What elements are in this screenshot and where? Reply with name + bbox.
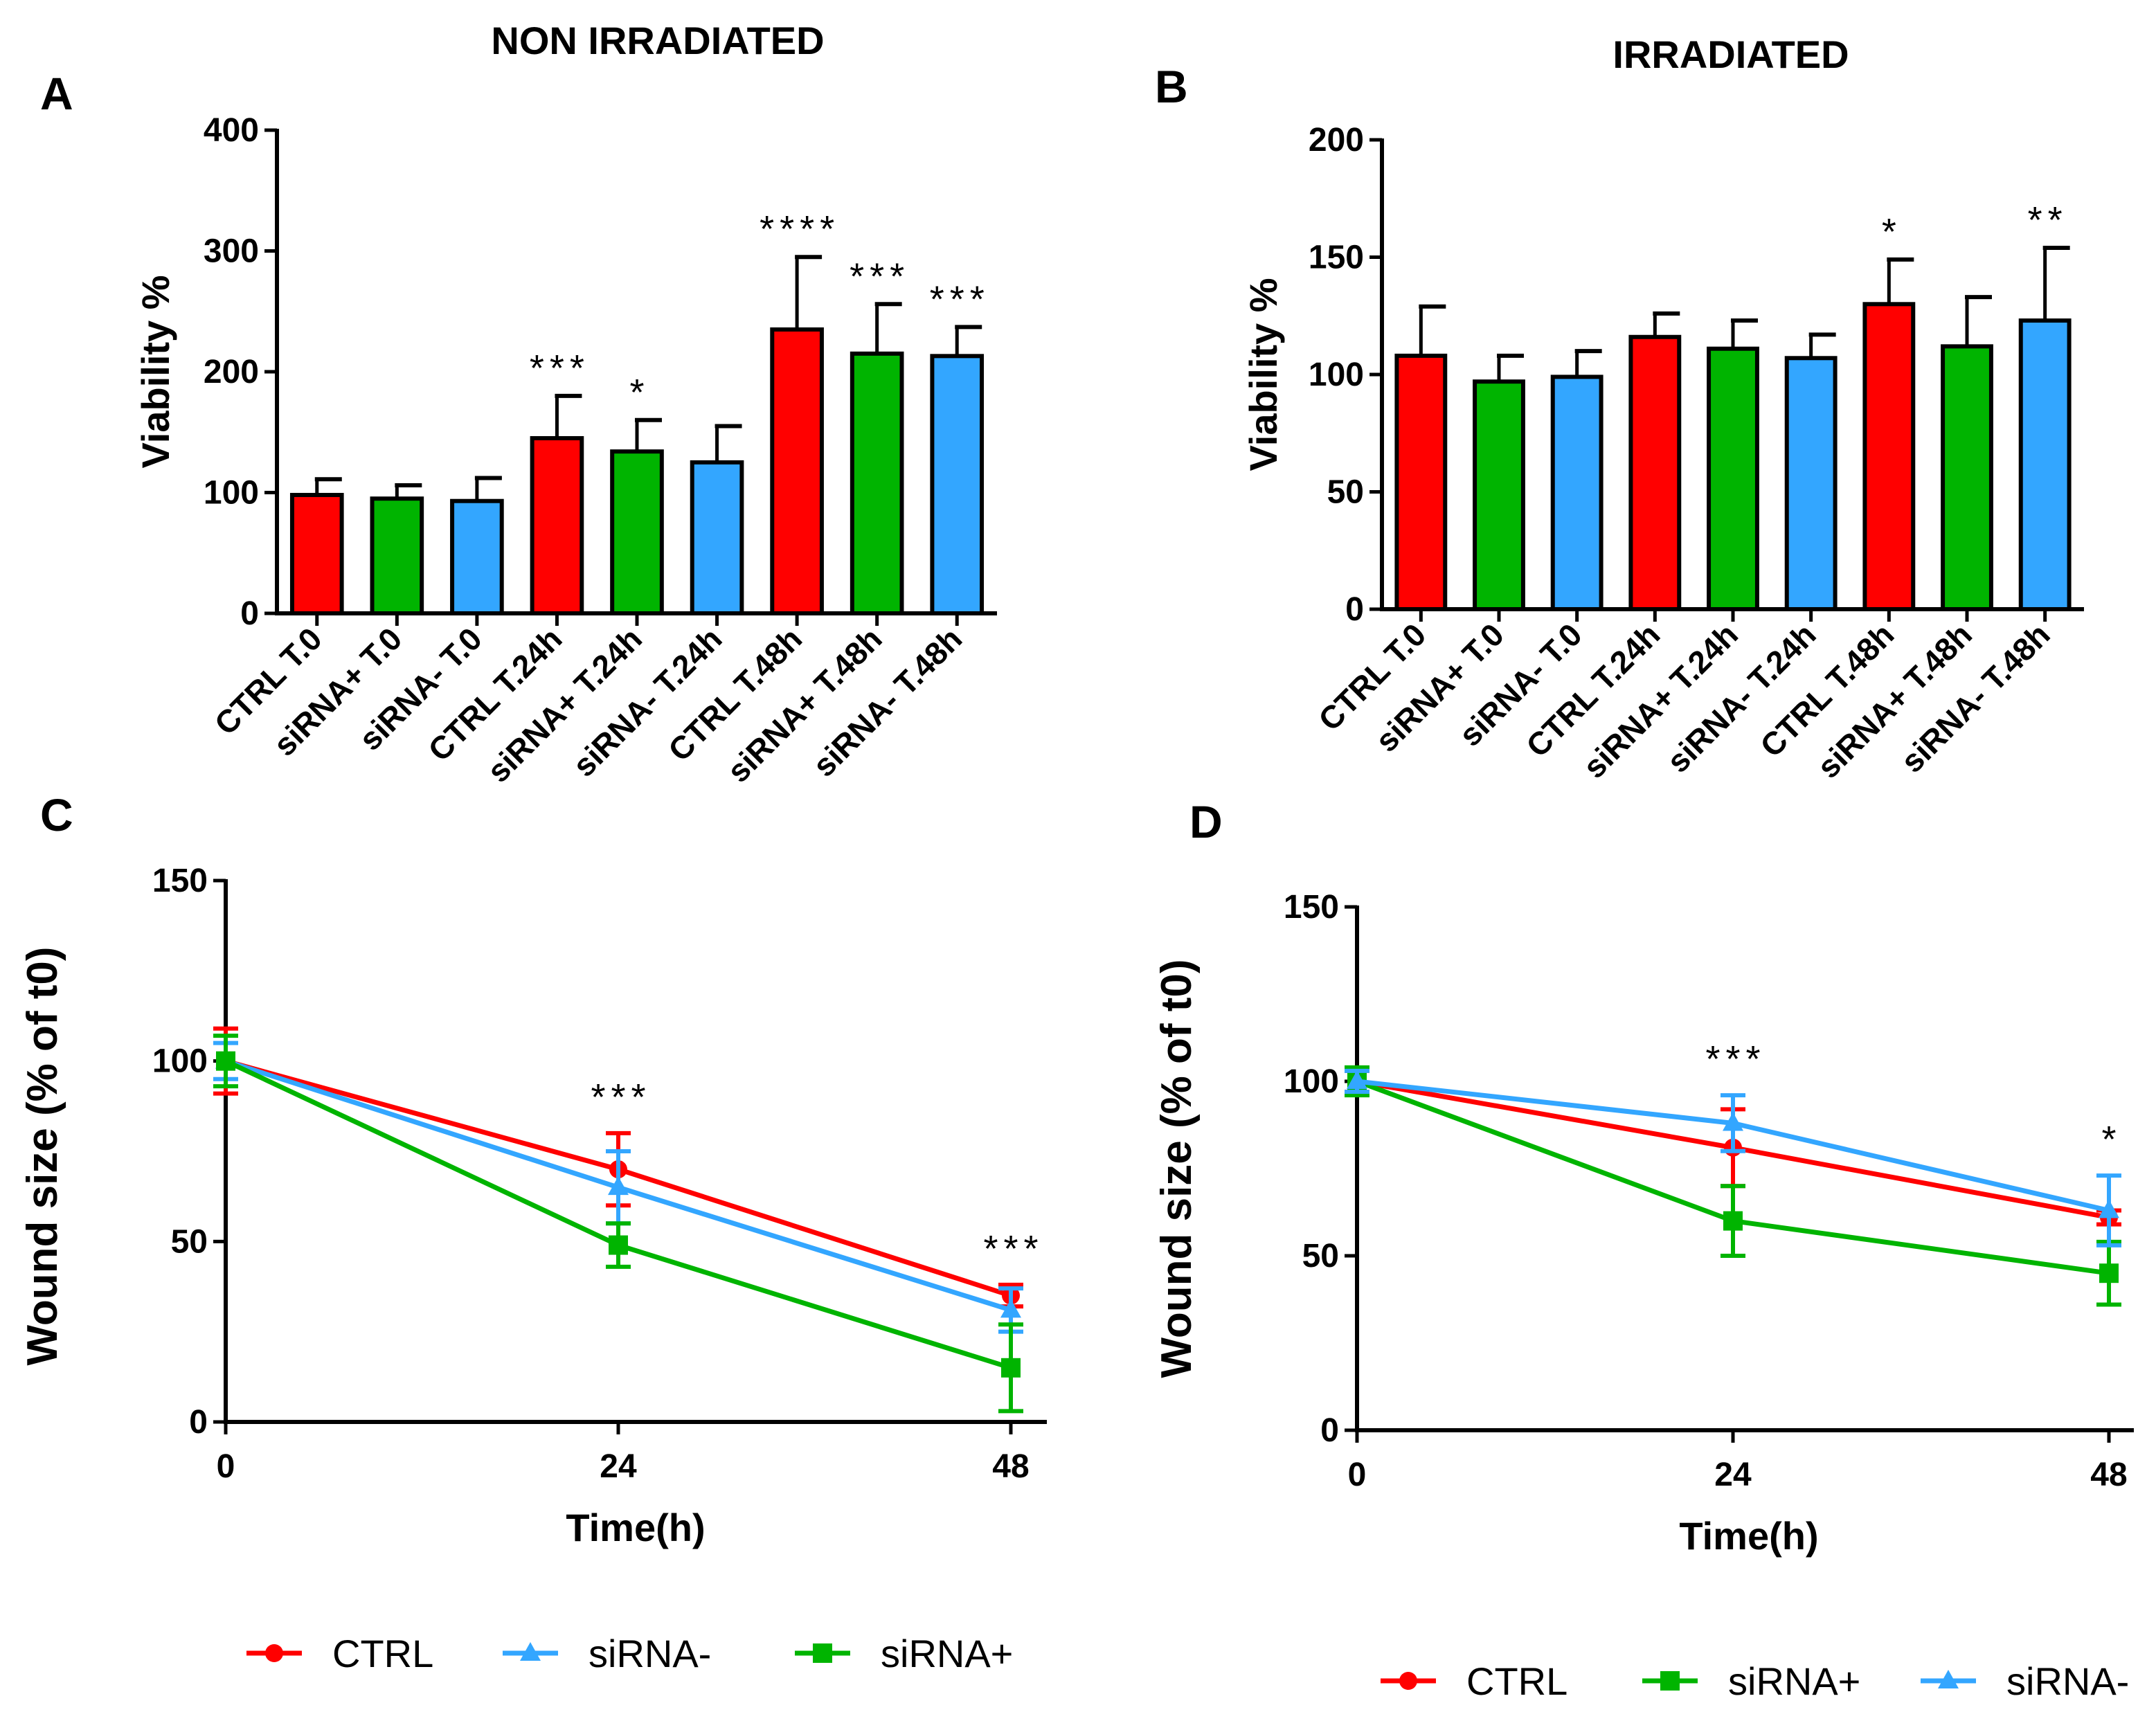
significance-label: *** [930,278,990,320]
bar [1941,344,1993,611]
bar [450,498,504,616]
y-tick-label: 400 [204,112,259,149]
data-point-siRNA- [1347,1070,1367,1089]
y-tick-label: 150 [1284,889,1339,926]
significance-label: *** [530,348,590,389]
y-axis-title: Viability % [1241,278,1285,471]
y-tick-label: 50 [1302,1238,1339,1274]
x-axis-title: Time(h) [566,1506,705,1549]
significance-label: *** [850,255,910,297]
bar [690,460,744,615]
y-tick-label: 100 [1309,357,1364,393]
y-tick-label: 300 [204,233,259,270]
panel-c-wound-non-irradiated: C 0 50 100 150 0 24 48 Time(h) Wound size (% of … [19,789,1047,1675]
bar [1394,353,1448,611]
y-axis-title: Wound size (% of t0) [1153,959,1201,1378]
legend-label-siRNA-: siRNA- [589,1632,711,1675]
x-tick-label: 0 [217,1448,235,1485]
bar [2018,318,2072,611]
bar [1784,356,1838,612]
bar [1862,302,1916,611]
significance-label: * [1882,211,1902,253]
y-tick-label: 0 [1345,591,1364,628]
significance-label: **** [760,208,840,250]
panel-d-wound-irradiated: D 0 50 100 150 0 24 48 Time(h) Wound size (% of … [1153,796,2134,1703]
data-point-siRNA+ [1001,1358,1021,1378]
bar [289,492,344,615]
legend-marker-siRNA+ [813,1643,832,1663]
panel-letter-d: D [1189,796,1223,847]
x-tick-label: 24 [600,1448,637,1485]
y-axis-title: Viability % [134,275,177,468]
y-tick-label: 50 [1327,474,1364,511]
data-point-siRNA+ [1723,1211,1743,1231]
panel-a-title: NON IRRADIATED [491,19,824,62]
bar [1473,379,1525,611]
bar [850,351,904,615]
bar [610,449,664,615]
panel-letter-b: B [1155,61,1188,112]
significance-label: ** [2028,199,2068,241]
panel-letter-c: C [40,789,73,840]
y-tick-label: 150 [1309,240,1364,276]
y-tick-label: 0 [240,595,259,632]
legend: CTRL siRNA+ siRNA- [1381,1659,2129,1703]
legend-label-siRNA-: siRNA- [2006,1659,2129,1703]
legend-marker-siRNA+ [1660,1671,1680,1691]
legend-label-CTRL: CTRL [1466,1659,1567,1703]
data-point-siRNA- [608,1176,629,1196]
x-axis-title: Time(h) [1679,1514,1818,1558]
x-tick-label: 0 [1348,1457,1367,1493]
bar [530,435,584,615]
x-tick-label: 24 [1714,1457,1752,1493]
data-point-siRNA- [1000,1299,1021,1318]
bar [1707,346,1759,611]
significance-label: *** [983,1228,1043,1270]
significance-label: * [629,372,649,413]
legend-marker-CTRL [1399,1672,1417,1690]
significance-label: * [2101,1119,2121,1160]
y-tick-label: 100 [152,1043,208,1080]
y-tick-label: 100 [1284,1063,1339,1100]
data-point-siRNA+ [216,1051,235,1071]
legend-label-CTRL: CTRL [332,1632,433,1675]
y-tick-label: 200 [204,354,259,390]
bar [1628,334,1682,611]
data-point-siRNA- [2099,1199,2119,1218]
legend-label-siRNA+: siRNA+ [1728,1659,1860,1703]
y-tick-label: 100 [204,475,259,512]
data-point-siRNA- [1723,1112,1743,1131]
legend: CTRL siRNA-siRNA+ [246,1632,1013,1675]
legend-label-siRNA+: siRNA+ [881,1632,1013,1675]
x-tick-label: 48 [992,1448,1029,1485]
bar [770,327,824,615]
bar [1550,375,1603,611]
data-point-siRNA+ [609,1235,628,1255]
y-axis-title: Wound size (% of t0) [19,946,66,1365]
significance-label: *** [1705,1038,1766,1080]
bar [930,354,985,615]
y-tick-label: 0 [189,1404,208,1441]
y-tick-label: 150 [152,863,208,899]
legend-marker-siRNA- [520,1642,541,1661]
panel-letter-a: A [40,68,73,119]
panel-b-title: IRRADIATED [1612,33,1849,76]
bar [370,496,424,615]
x-tick-label: 48 [2090,1457,2127,1493]
legend-marker-siRNA- [1938,1670,1959,1688]
y-tick-label: 200 [1309,122,1364,159]
panel-a-viability-non-irradiated: A NON IRRADIATED 0 100 200 300 400 Viability … [40,19,997,789]
y-tick-label: 50 [171,1223,208,1260]
y-tick-label: 0 [1320,1412,1339,1449]
significance-label: *** [591,1076,651,1118]
data-point-siRNA+ [2099,1263,2119,1283]
legend-marker-CTRL [265,1644,283,1662]
